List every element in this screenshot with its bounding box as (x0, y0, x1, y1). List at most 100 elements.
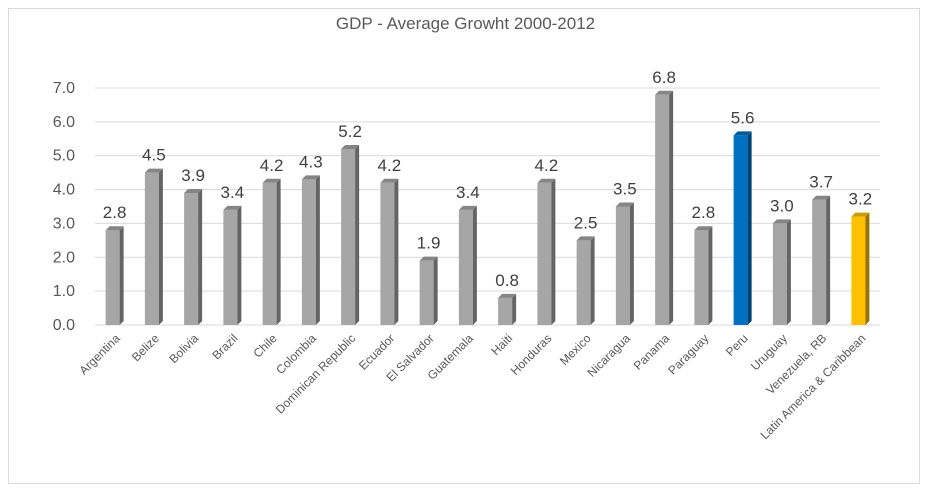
bar (380, 178, 399, 325)
y-tick-label: 2.0 (53, 249, 75, 266)
data-label: 3.5 (613, 180, 637, 199)
data-label: 2.8 (692, 203, 716, 222)
bar-top (144, 168, 163, 173)
bar (498, 293, 517, 325)
bar (576, 236, 595, 325)
bar-front (694, 230, 709, 325)
data-label: 3.4 (221, 183, 245, 202)
bar (301, 175, 320, 325)
bar-front (380, 182, 395, 325)
bar-top (105, 226, 124, 231)
data-label: 3.0 (770, 196, 794, 215)
data-label: 1.9 (417, 234, 441, 253)
bar-front (262, 182, 277, 325)
bar-side (119, 226, 124, 325)
bar-side (237, 205, 242, 325)
bar (772, 219, 791, 325)
bar (262, 178, 281, 325)
data-label: 3.9 (181, 166, 205, 185)
bar-top (380, 178, 399, 183)
bar-front (498, 297, 513, 325)
category-label: Nicaragua (584, 331, 633, 380)
bar-side (669, 90, 674, 326)
bar-front (772, 223, 787, 325)
data-label: 2.5 (574, 213, 598, 232)
data-label: 4.5 (142, 146, 166, 165)
bar (694, 226, 713, 325)
data-label: 6.8 (652, 68, 676, 87)
bar-top (498, 293, 517, 298)
bar-front (655, 94, 670, 326)
bar-side (355, 144, 360, 325)
bar-front (537, 182, 552, 325)
bar-side (472, 205, 477, 325)
data-label: 0.8 (495, 271, 519, 290)
bar (851, 212, 870, 325)
bar (458, 205, 477, 325)
bar-side (826, 195, 831, 325)
bar (419, 256, 438, 325)
bar-top (223, 205, 242, 210)
bar-top (458, 205, 477, 210)
category-label: Haiti (488, 331, 515, 358)
bar-side (708, 226, 713, 325)
bar (184, 188, 203, 325)
chart-title: GDP - Average Growht 2000-2012 (335, 14, 596, 33)
bar-side (315, 175, 320, 325)
bar-side (747, 131, 752, 325)
bar-top (262, 178, 281, 183)
bar-top (733, 131, 752, 136)
bar-top (419, 256, 438, 261)
bar (144, 168, 163, 325)
data-label: 5.2 (338, 122, 362, 141)
bar-side (158, 168, 163, 325)
bar-top (851, 212, 870, 217)
bar-top (655, 90, 674, 95)
bar-front (733, 135, 748, 325)
bar (615, 202, 634, 325)
bar-side (590, 236, 595, 325)
bar-front (144, 172, 159, 325)
data-label: 4.2 (378, 156, 402, 175)
data-label: 5.6 (731, 108, 755, 127)
y-tick-label: 7.0 (53, 80, 75, 97)
category-label: Honduras (508, 331, 555, 378)
bar-side (786, 219, 791, 325)
data-label: 3.4 (456, 183, 480, 202)
y-tick-label: 1.0 (53, 283, 75, 300)
bar-side (629, 202, 634, 325)
bar-side (433, 256, 438, 325)
bar (812, 195, 831, 325)
category-label: Paraguay (665, 331, 711, 377)
category-label: Belize (129, 331, 162, 364)
category-label: Bolivia (166, 331, 201, 366)
bar (341, 144, 360, 325)
category-label: Brazil (209, 331, 240, 362)
y-tick-label: 4.0 (53, 182, 75, 199)
data-label: 4.2 (260, 156, 284, 175)
bar-front (184, 192, 199, 325)
bar-front (615, 206, 630, 325)
bar-top (772, 219, 791, 224)
bar-top (184, 188, 203, 193)
bar-top (694, 226, 713, 231)
bar-front (105, 230, 120, 325)
category-label: Argentina (77, 331, 123, 377)
bar-front (458, 209, 473, 325)
bar-front (812, 199, 827, 325)
bar (733, 131, 752, 325)
bar (105, 226, 124, 325)
bar-side (865, 212, 870, 325)
bar-front (576, 240, 591, 325)
bar-top (301, 175, 320, 180)
bar-top (537, 178, 556, 183)
data-label: 3.7 (809, 173, 833, 192)
category-label: Chile (251, 331, 280, 360)
data-label: 4.2 (535, 156, 559, 175)
bar-front (223, 209, 238, 325)
bar-side (394, 178, 399, 325)
y-tick-label: 6.0 (53, 114, 75, 131)
bar (537, 178, 556, 325)
bar-front (301, 179, 316, 325)
